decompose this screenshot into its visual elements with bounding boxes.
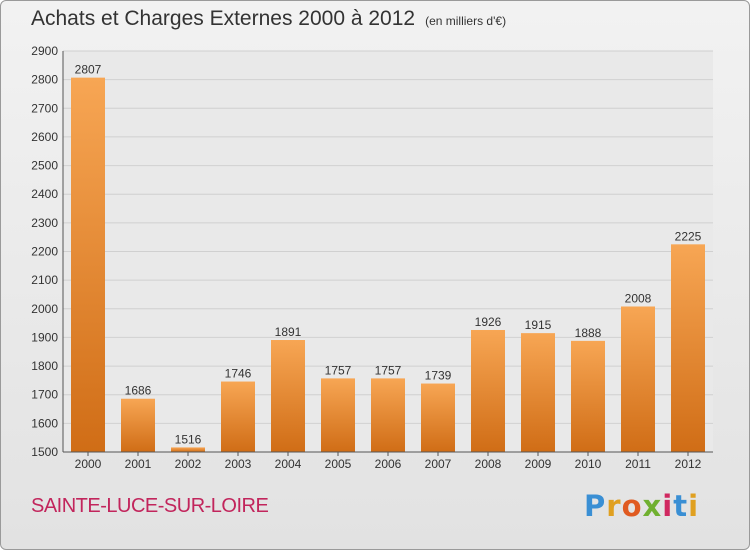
- data-label: 1757: [325, 363, 352, 377]
- y-tick-label: 2000: [31, 302, 58, 316]
- logo-letter: i: [688, 489, 700, 523]
- y-tick-label: 1700: [31, 388, 58, 402]
- x-tick-label: 2005: [325, 457, 352, 471]
- y-tick-label: 2800: [31, 73, 58, 87]
- title-text: Achats et Charges Externes 2000 à 2012: [31, 7, 416, 30]
- bar: [471, 329, 505, 452]
- y-tick-label: 1900: [31, 330, 58, 344]
- bar: [521, 333, 555, 452]
- bar: [221, 381, 255, 452]
- bar: [171, 447, 205, 452]
- x-tick-label: 2007: [425, 457, 452, 471]
- bars: 2807 1686 1516 1746 1891 1757 1757 1739 1926 1915…: [71, 63, 705, 453]
- x-tick-label: 2008: [475, 457, 502, 471]
- data-label: 1757: [375, 363, 402, 377]
- bar: [421, 383, 455, 452]
- x-tick-label: 2002: [175, 457, 202, 471]
- x-tick-label: 2009: [525, 457, 552, 471]
- bar: [271, 340, 305, 452]
- data-label: 1686: [125, 384, 152, 398]
- x-tick-label: 2003: [225, 457, 252, 471]
- x-tick-label: 2004: [275, 457, 302, 471]
- proxiti-logo: Proxiti: [584, 489, 699, 523]
- data-label: 2008: [625, 291, 652, 305]
- logo-letter: r: [606, 489, 622, 523]
- data-label: 2225: [675, 229, 702, 243]
- logo-letter: i: [662, 489, 674, 523]
- x-tick-label: 2010: [575, 457, 602, 471]
- y-tick-label: 2500: [31, 159, 58, 173]
- y-tick-label: 1600: [31, 416, 58, 430]
- bar: [321, 378, 355, 452]
- data-label: 1888: [575, 326, 602, 340]
- chart-title: Achats et Charges Externes 2000 à 2012 (e…: [31, 7, 506, 31]
- data-label: 1516: [175, 432, 202, 446]
- x-tick-label: 2001: [125, 457, 152, 471]
- logo-letter: x: [642, 489, 663, 523]
- data-label: 1891: [275, 325, 302, 339]
- logo-letter: P: [584, 489, 607, 523]
- data-label: 1915: [525, 318, 552, 332]
- bar: [571, 340, 605, 452]
- logo-letter: o: [621, 489, 643, 523]
- x-tick-label: 2011: [625, 457, 651, 471]
- y-tick-label: 2400: [31, 187, 58, 201]
- y-tick-label: 1500: [31, 445, 58, 459]
- y-tick-label: 1800: [31, 359, 58, 373]
- x-axis: 2000 2001 2002 2003 2004 2005 2006 2007 2008 2009…: [63, 451, 713, 471]
- x-tick-label: 2006: [375, 457, 402, 471]
- y-tick-label: 2900: [31, 44, 58, 58]
- bar: [371, 378, 405, 452]
- x-tick-label: 2012: [675, 457, 702, 471]
- y-axis: 1500 1600 1700 1800 1900 2000 2100 2200 2300 2400…: [31, 44, 64, 459]
- bar: [121, 398, 155, 452]
- y-tick-label: 2300: [31, 216, 58, 230]
- data-label: 2807: [75, 63, 102, 77]
- data-label: 1739: [425, 369, 452, 383]
- location-name: SAINTE-LUCE-SUR-LOIRE: [31, 495, 269, 517]
- chart-subtitle: (en milliers d'€): [425, 14, 507, 28]
- logo-letter: t: [673, 489, 689, 523]
- y-tick-label: 2600: [31, 130, 58, 144]
- x-tick-label: 2000: [75, 457, 102, 471]
- y-tick-label: 2100: [31, 273, 58, 287]
- y-tick-label: 2700: [31, 101, 58, 115]
- bar: [71, 77, 105, 453]
- y-tick-label: 2200: [31, 245, 58, 259]
- data-label: 1926: [475, 315, 502, 329]
- data-label: 1746: [225, 367, 252, 381]
- bar: [621, 306, 655, 452]
- bar: [671, 244, 705, 452]
